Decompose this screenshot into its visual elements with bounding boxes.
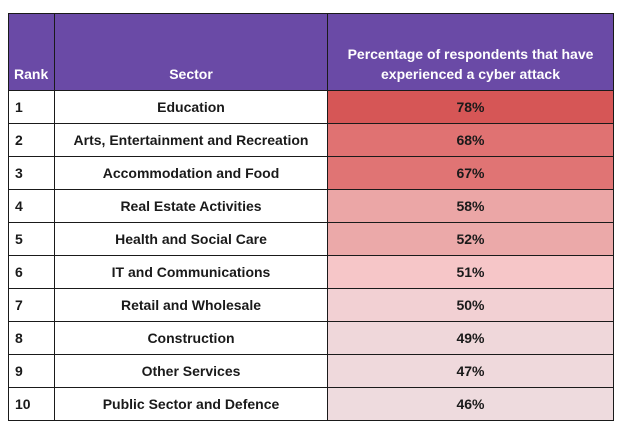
sector-cell: Real Estate Activities xyxy=(54,189,328,223)
table-row: 7 Retail and Wholesale 50% xyxy=(8,288,614,322)
sector-cell: Construction xyxy=(54,321,328,355)
sector-cell: Retail and Wholesale xyxy=(54,288,328,322)
percentage-cell: 51% xyxy=(327,255,614,289)
rank-cell: 8 xyxy=(8,321,55,355)
table-header-row: Rank Sector Percentage of respondents th… xyxy=(8,13,614,91)
table-row: 3 Accommodation and Food 67% xyxy=(8,156,614,190)
header-percentage: Percentage of respondents that have expe… xyxy=(327,13,614,91)
rank-cell: 10 xyxy=(8,387,55,421)
cyber-attack-ranking-table: Rank Sector Percentage of respondents th… xyxy=(8,13,614,421)
sector-cell: Accommodation and Food xyxy=(54,156,328,190)
percentage-cell: 58% xyxy=(327,189,614,223)
header-rank: Rank xyxy=(8,13,55,91)
rank-cell: 9 xyxy=(8,354,55,388)
table-body: 1 Education 78% 2 Arts, Entertainment and Re… xyxy=(8,90,614,421)
table-row: 9 Other Services 47% xyxy=(8,354,614,388)
table-row: 4 Real Estate Activities 58% xyxy=(8,189,614,223)
percentage-cell: 67% xyxy=(327,156,614,190)
header-sector: Sector xyxy=(54,13,328,91)
sector-cell: Arts, Entertainment and Recreation xyxy=(54,123,328,157)
percentage-cell: 78% xyxy=(327,90,614,124)
table-row: 6 IT and Communications 51% xyxy=(8,255,614,289)
rank-cell: 2 xyxy=(8,123,55,157)
percentage-cell: 47% xyxy=(327,354,614,388)
rank-cell: 1 xyxy=(8,90,55,124)
sector-cell: Public Sector and Defence xyxy=(54,387,328,421)
header-percentage-line2: experienced a cyber attack xyxy=(381,66,560,82)
ranking-table-container: Rank Sector Percentage of respondents th… xyxy=(8,13,614,421)
sector-cell: Health and Social Care xyxy=(54,222,328,256)
rank-cell: 6 xyxy=(8,255,55,289)
rank-cell: 4 xyxy=(8,189,55,223)
sector-cell: Other Services xyxy=(54,354,328,388)
table-row: 10 Public Sector and Defence 46% xyxy=(8,387,614,421)
header-percentage-line1: Percentage of respondents that have xyxy=(347,46,594,62)
rank-cell: 3 xyxy=(8,156,55,190)
table-row: 2 Arts, Entertainment and Recreation 68% xyxy=(8,123,614,157)
table-row: 5 Health and Social Care 52% xyxy=(8,222,614,256)
percentage-cell: 49% xyxy=(327,321,614,355)
sector-cell: Education xyxy=(54,90,328,124)
sector-cell: IT and Communications xyxy=(54,255,328,289)
rank-cell: 5 xyxy=(8,222,55,256)
table-row: 8 Construction 49% xyxy=(8,321,614,355)
percentage-cell: 68% xyxy=(327,123,614,157)
table-row: 1 Education 78% xyxy=(8,90,614,124)
rank-cell: 7 xyxy=(8,288,55,322)
percentage-cell: 46% xyxy=(327,387,614,421)
percentage-cell: 50% xyxy=(327,288,614,322)
percentage-cell: 52% xyxy=(327,222,614,256)
